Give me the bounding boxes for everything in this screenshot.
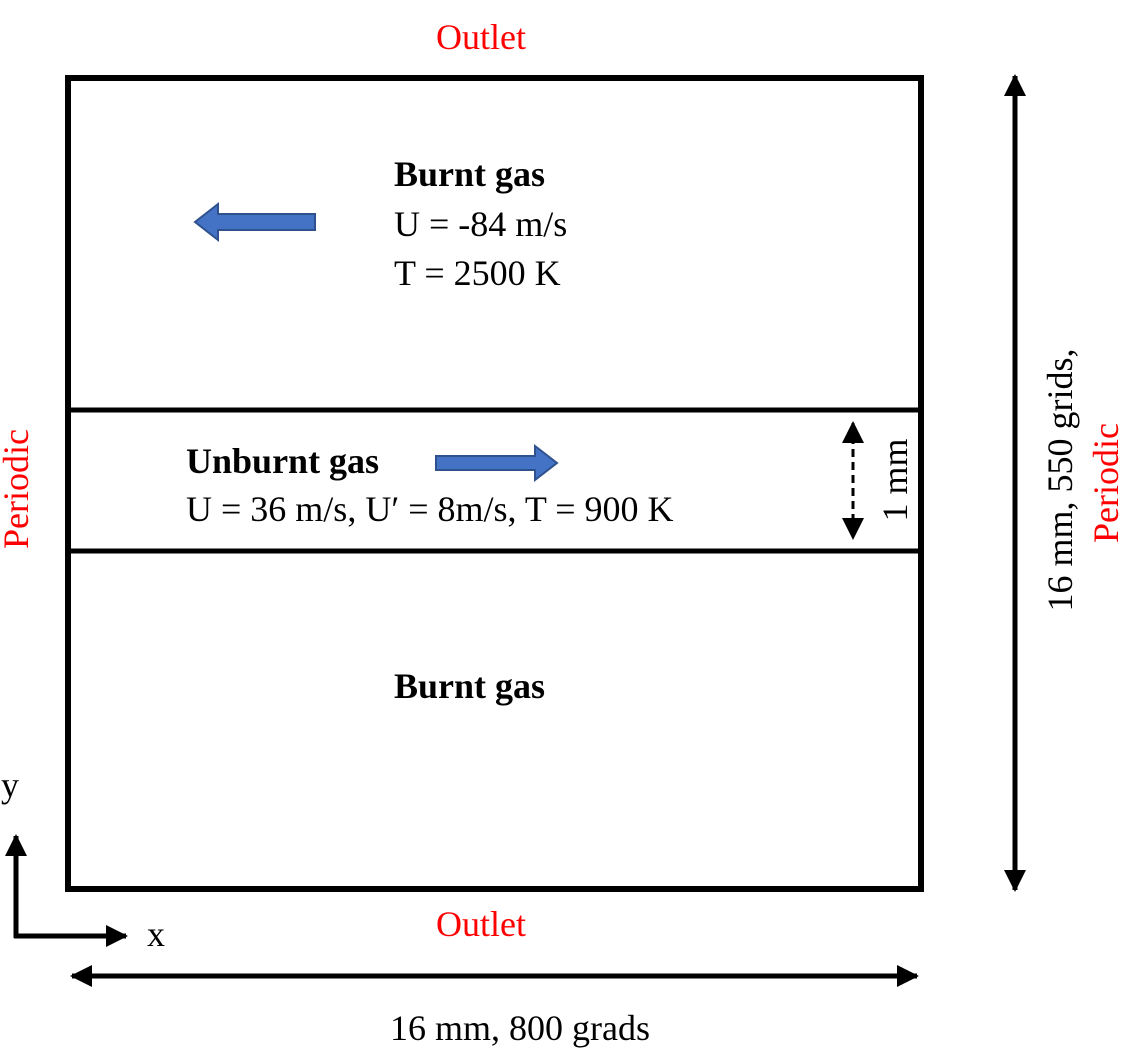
middle-region-conditions: U = 36 m/s, U′ = 8m/s, T = 900 K	[186, 489, 674, 529]
leftward-flow-arrow	[193, 201, 316, 243]
middle-region-title: Unburnt gas	[186, 441, 379, 481]
rightward-flow-arrow	[435, 443, 559, 483]
bottom-boundary-label: Outlet	[436, 904, 526, 944]
thickness-label: 1 mm	[875, 438, 915, 521]
upper-region-title: Burnt gas	[394, 154, 545, 194]
width-dimension-label: 16 mm, 800 grads	[390, 1008, 650, 1048]
lower-region-title: Burnt gas	[394, 666, 545, 706]
right-boundary-label: Periodic	[1086, 423, 1126, 543]
y-axis-label: y	[1, 765, 19, 805]
x-axis-label: x	[147, 914, 165, 954]
height-dimension-label: 16 mm, 550 grids,	[1040, 348, 1080, 611]
domain-box	[65, 75, 924, 892]
upper-region-velocity: U = -84 m/s	[394, 204, 567, 244]
top-boundary-label: Outlet	[436, 17, 526, 57]
left-boundary-label: Periodic	[0, 429, 36, 549]
upper-region-temperature: T = 2500 K	[394, 253, 561, 293]
